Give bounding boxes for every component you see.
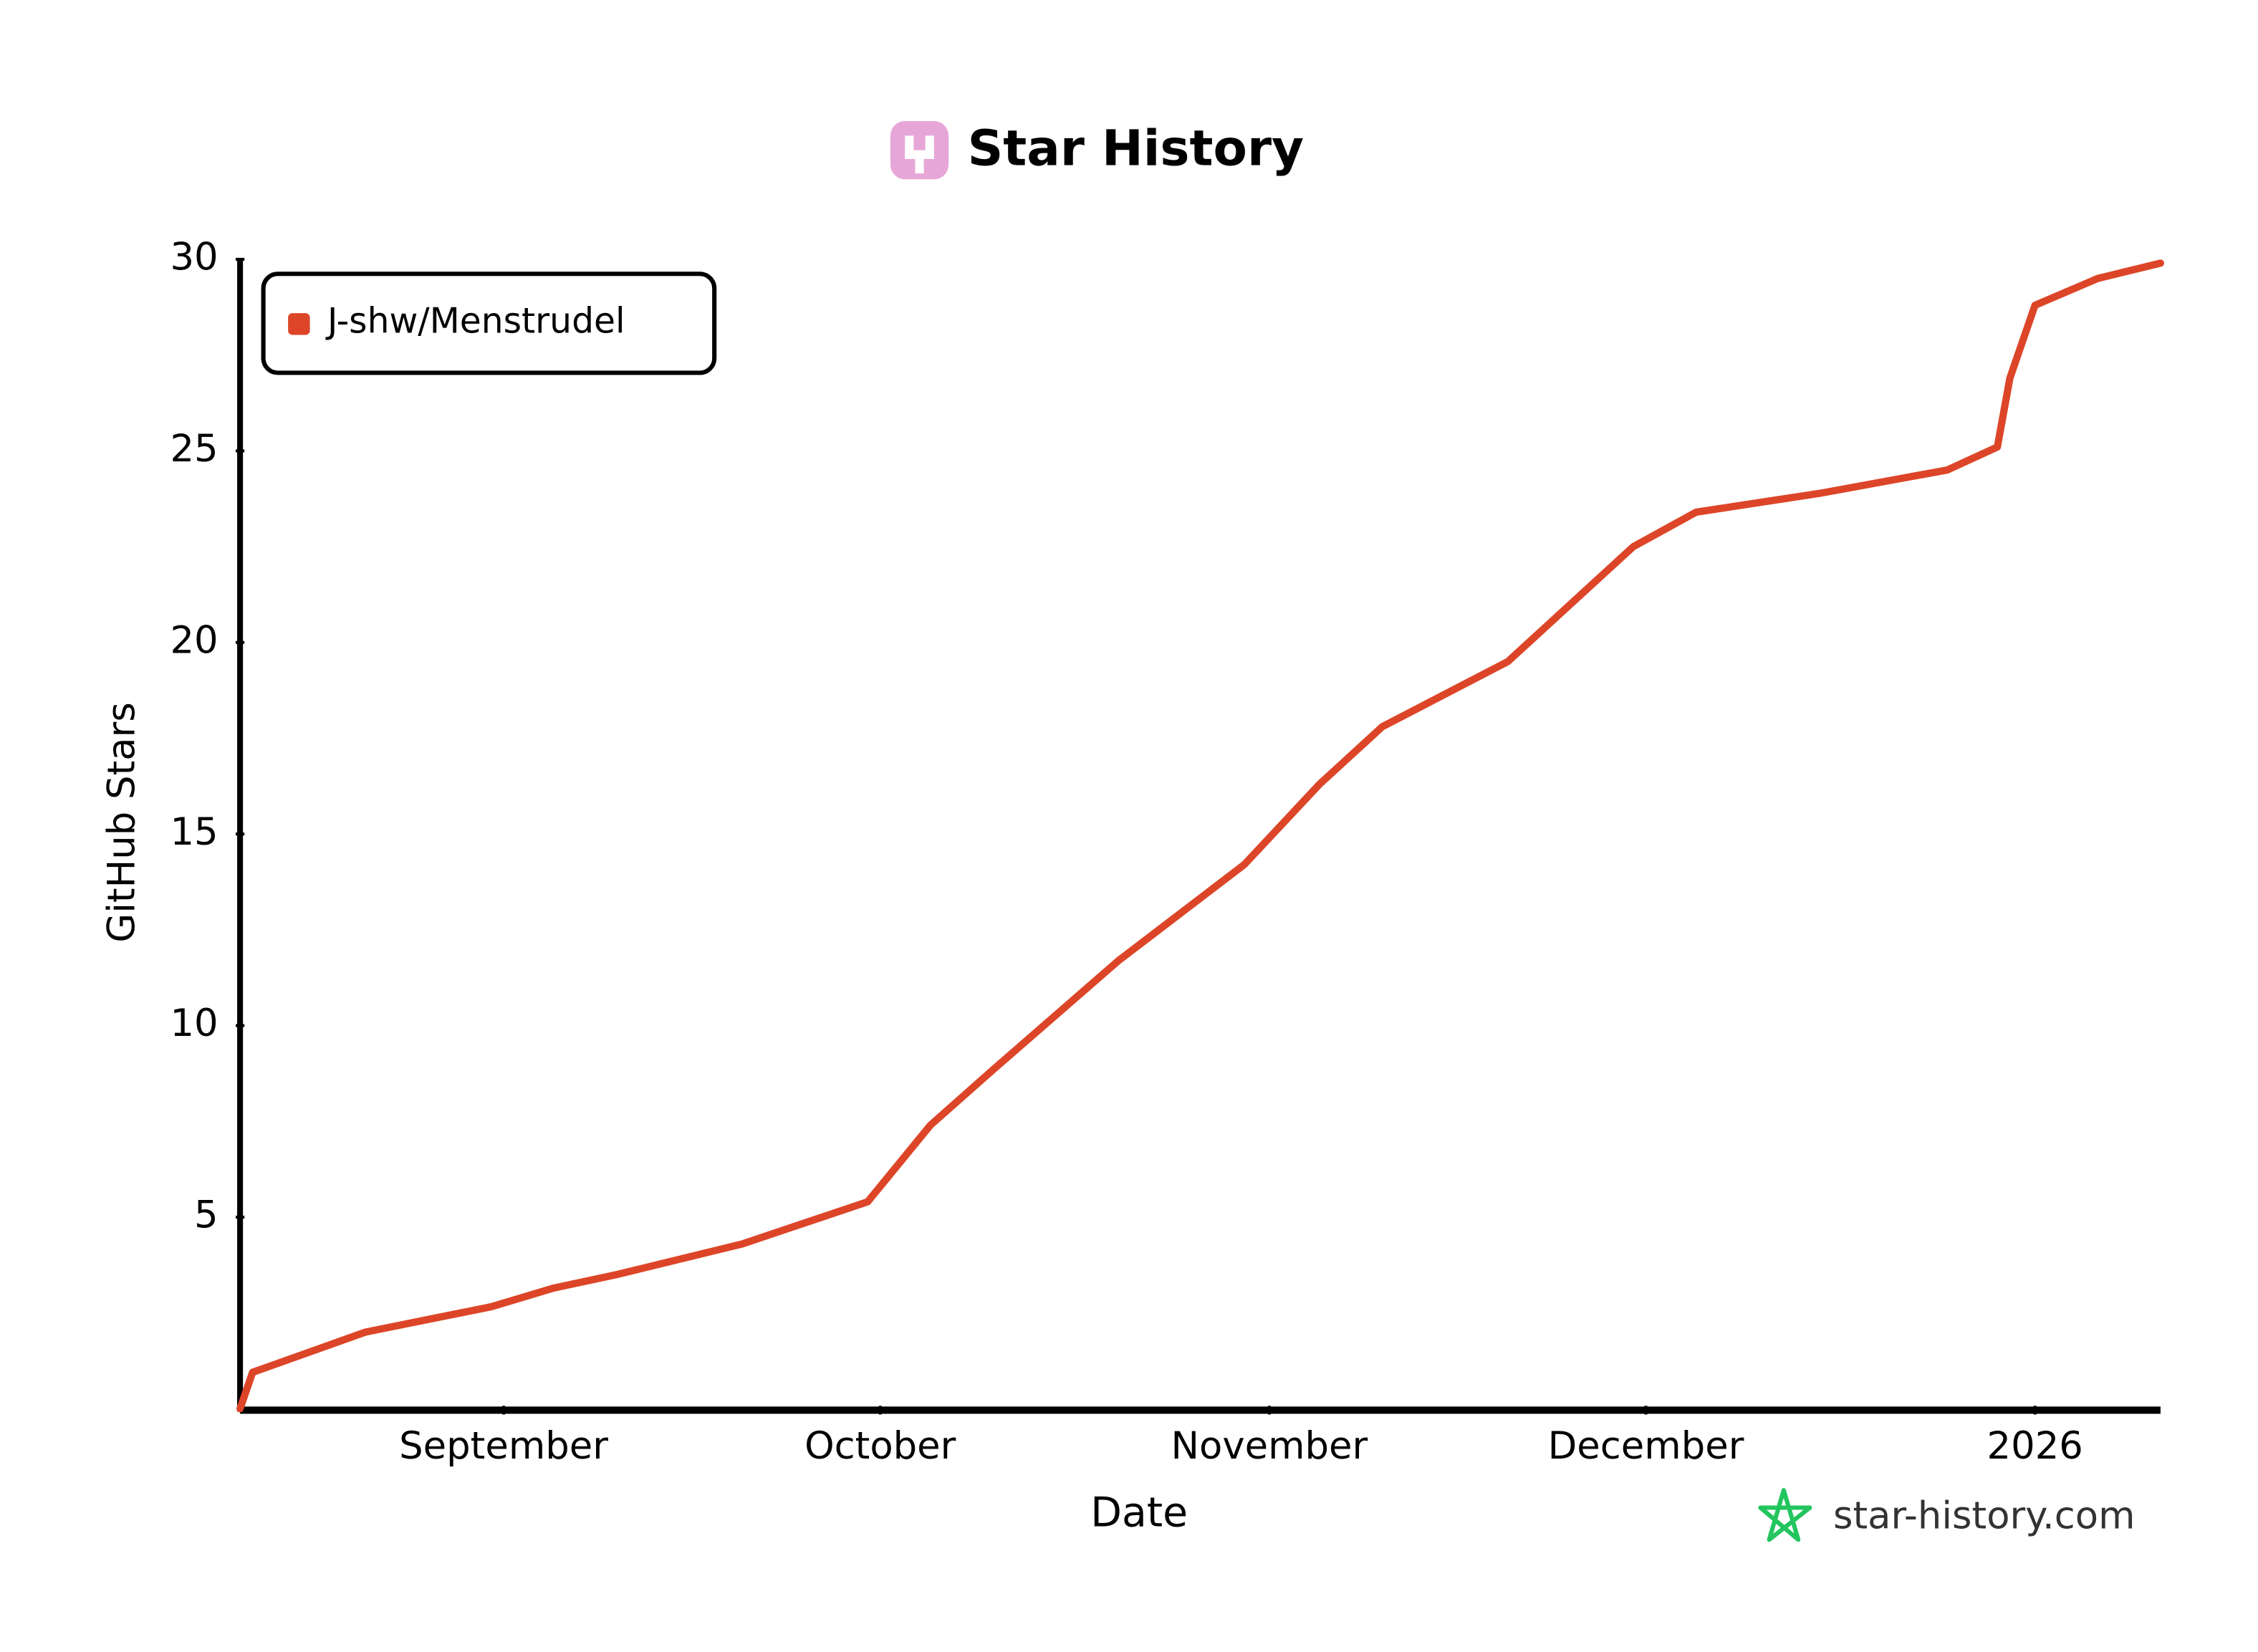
y-tick-label: 30 bbox=[170, 236, 218, 279]
watermark: star-history.com bbox=[1833, 1494, 2136, 1537]
y-axis-label: GitHub Stars bbox=[100, 702, 143, 943]
x-tick-label: 2026 bbox=[1987, 1424, 2083, 1468]
title-logo bbox=[890, 121, 949, 180]
legend-swatch bbox=[288, 313, 310, 335]
y-tick-label: 15 bbox=[170, 810, 218, 854]
legend-label: J-shw/Menstrudel bbox=[325, 301, 625, 341]
x-tick-label: September bbox=[399, 1424, 608, 1468]
line bbox=[236, 259, 2165, 1413]
y-tick-label: 10 bbox=[170, 1002, 218, 1045]
x-axis-label: Date bbox=[1090, 1489, 1188, 1536]
x-tick-label: October bbox=[804, 1424, 956, 1468]
x-tick-label: November bbox=[1171, 1424, 1368, 1468]
legend-box bbox=[261, 272, 717, 375]
y-tick-label: 20 bbox=[170, 618, 218, 662]
watermark-logo bbox=[1758, 1488, 1812, 1542]
y-tick-label: 25 bbox=[170, 427, 218, 471]
chart-title: Star History bbox=[968, 120, 1304, 178]
y-tick-label: 5 bbox=[194, 1194, 218, 1237]
x-tick-label: December bbox=[1548, 1424, 1744, 1468]
